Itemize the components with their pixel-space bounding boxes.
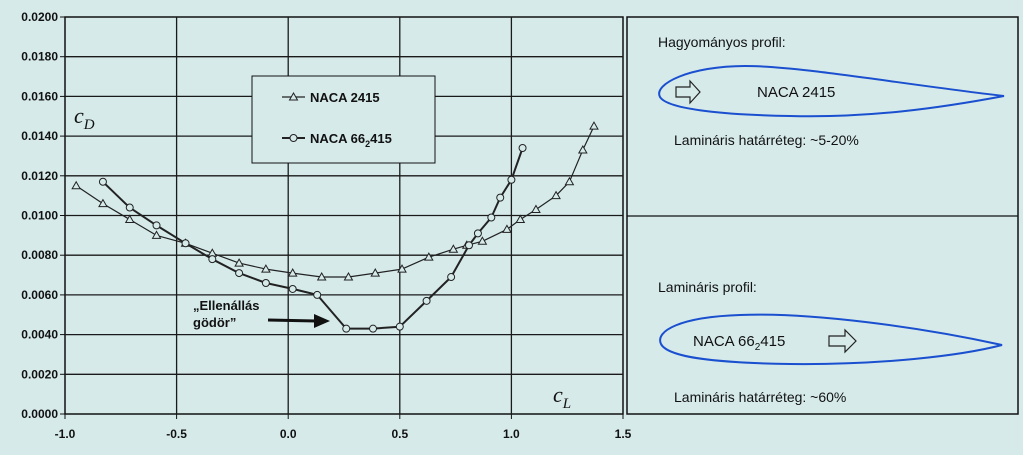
y-tick-label: 0.0100: [21, 209, 58, 223]
annotation-arrow-head: [314, 314, 330, 328]
x-tick-label: 1.5: [615, 427, 632, 441]
y-tick-label: 0.0200: [21, 10, 58, 24]
data-point-circle: [98, 177, 107, 186]
conventional-profile-label: NACA 2415: [757, 84, 835, 101]
laminar-profile-label: NACA 662415: [693, 333, 785, 353]
y-tick-label: 0.0040: [21, 328, 58, 342]
data-point-circle: [288, 284, 297, 293]
data-point-triangle: [151, 230, 162, 239]
data-point-triangle: [531, 204, 541, 214]
data-point-circle: [125, 203, 134, 212]
x-tick-label: -1.0: [55, 427, 76, 441]
data-point-triangle: [448, 244, 459, 253]
data-point-triangle: [98, 198, 108, 208]
data-point-circle: [181, 239, 190, 248]
data-point-triangle: [287, 268, 298, 277]
naca-2415-airfoil: [658, 64, 1005, 118]
y-axis-symbol: cD: [74, 103, 95, 133]
data-point-circle: [487, 213, 496, 222]
series-line-naca-2415: [75, 125, 595, 278]
data-point-circle: [496, 193, 505, 202]
data-point-triangle: [589, 121, 599, 130]
y-tick-label: 0.0120: [21, 169, 58, 183]
data-point-circle: [369, 324, 378, 333]
data-point-circle: [507, 175, 516, 184]
x-axis-symbol: cL: [553, 382, 571, 412]
y-tick-label: 0.0020: [21, 367, 58, 381]
annotation-line-1: „Ellenállás: [193, 298, 259, 313]
data-point-triangle: [343, 272, 354, 281]
data-point-triangle: [477, 236, 488, 245]
annotation-arrow-shaft: [267, 318, 317, 323]
data-point-circle: [464, 241, 473, 250]
legend: NACA 2415 NACA 662415: [251, 75, 436, 164]
data-point-triangle: [397, 264, 407, 273]
chart-plot-area: 0.00000.00200.00400.00600.00800.01000.01…: [21, 10, 631, 441]
data-point-circle: [313, 290, 322, 299]
conventional-laminar-note: Lamináris határréteg: ~5-20%: [674, 132, 859, 148]
legend-label-naca-2415: NACA 2415: [310, 90, 380, 105]
laminar-laminar-note: Lamináris határréteg: ~60%: [674, 389, 846, 405]
data-point-circle: [473, 229, 482, 238]
y-axis-ticks: 0.0000 0.0020 0.0040 0.0060 0.0080 0.0100 0.01…: [21, 10, 65, 421]
x-axis-ticks: -1.0 -0.5 0.0 0.5 1.0 1.5: [55, 414, 632, 441]
data-point-triangle: [71, 180, 82, 190]
data-point-triangle: [423, 252, 434, 261]
data-point-circle: [395, 322, 404, 331]
y-tick-label: 0.0080: [21, 248, 58, 262]
drag-bucket-annotation: „Ellenállás gödör”: [193, 298, 330, 330]
data-point-circle: [261, 278, 270, 287]
legend-label-naca-66-415: NACA 662415: [310, 131, 392, 149]
data-point-triangle: [515, 214, 526, 223]
data-point-triangle: [502, 224, 512, 233]
y-tick-label: 0.0140: [21, 129, 58, 143]
series-markers: [71, 121, 599, 333]
y-tick-label: 0.0160: [21, 89, 58, 103]
x-tick-label: -0.5: [166, 427, 187, 441]
data-point-triangle: [577, 144, 588, 154]
data-point-triangle: [316, 272, 327, 281]
data-point-circle: [235, 269, 244, 278]
y-tick-label: 0.0060: [21, 288, 58, 302]
x-tick-label: 1.0: [503, 427, 520, 441]
data-point-circle: [447, 273, 456, 282]
data-point-triangle: [370, 268, 381, 277]
x-tick-label: 0.0: [280, 427, 297, 441]
data-point-triangle: [564, 176, 575, 186]
data-point-triangle: [234, 258, 244, 267]
laminar-profile-title: Lamináris profil:: [658, 279, 757, 295]
legend-marker-triangle: [288, 91, 299, 101]
data-point-triangle: [551, 190, 561, 200]
data-point-circle: [422, 296, 431, 305]
conventional-profile-title: Hagyományos profil:: [658, 34, 786, 50]
data-point-circle: [152, 221, 161, 230]
y-tick-label: 0.0180: [21, 50, 58, 64]
data-point-triangle: [124, 214, 135, 223]
profiles-panel: Hagyományos profil: NACA 2415 Lamináris …: [626, 16, 1019, 415]
data-point-circle: [208, 255, 217, 264]
naca-66-415-airfoil: [659, 313, 1003, 366]
data-point-circle: [342, 324, 351, 333]
legend-box: [251, 75, 436, 164]
data-point-triangle: [261, 264, 271, 273]
flow-arrow-bottom: [828, 328, 857, 354]
y-tick-label: 0.0000: [21, 407, 58, 421]
annotation-line-2: gödör”: [193, 315, 236, 330]
data-point-circle: [518, 144, 527, 153]
x-tick-label: 0.5: [391, 427, 408, 441]
legend-marker-circle: [289, 134, 298, 142]
flow-arrow-top: [675, 79, 701, 105]
